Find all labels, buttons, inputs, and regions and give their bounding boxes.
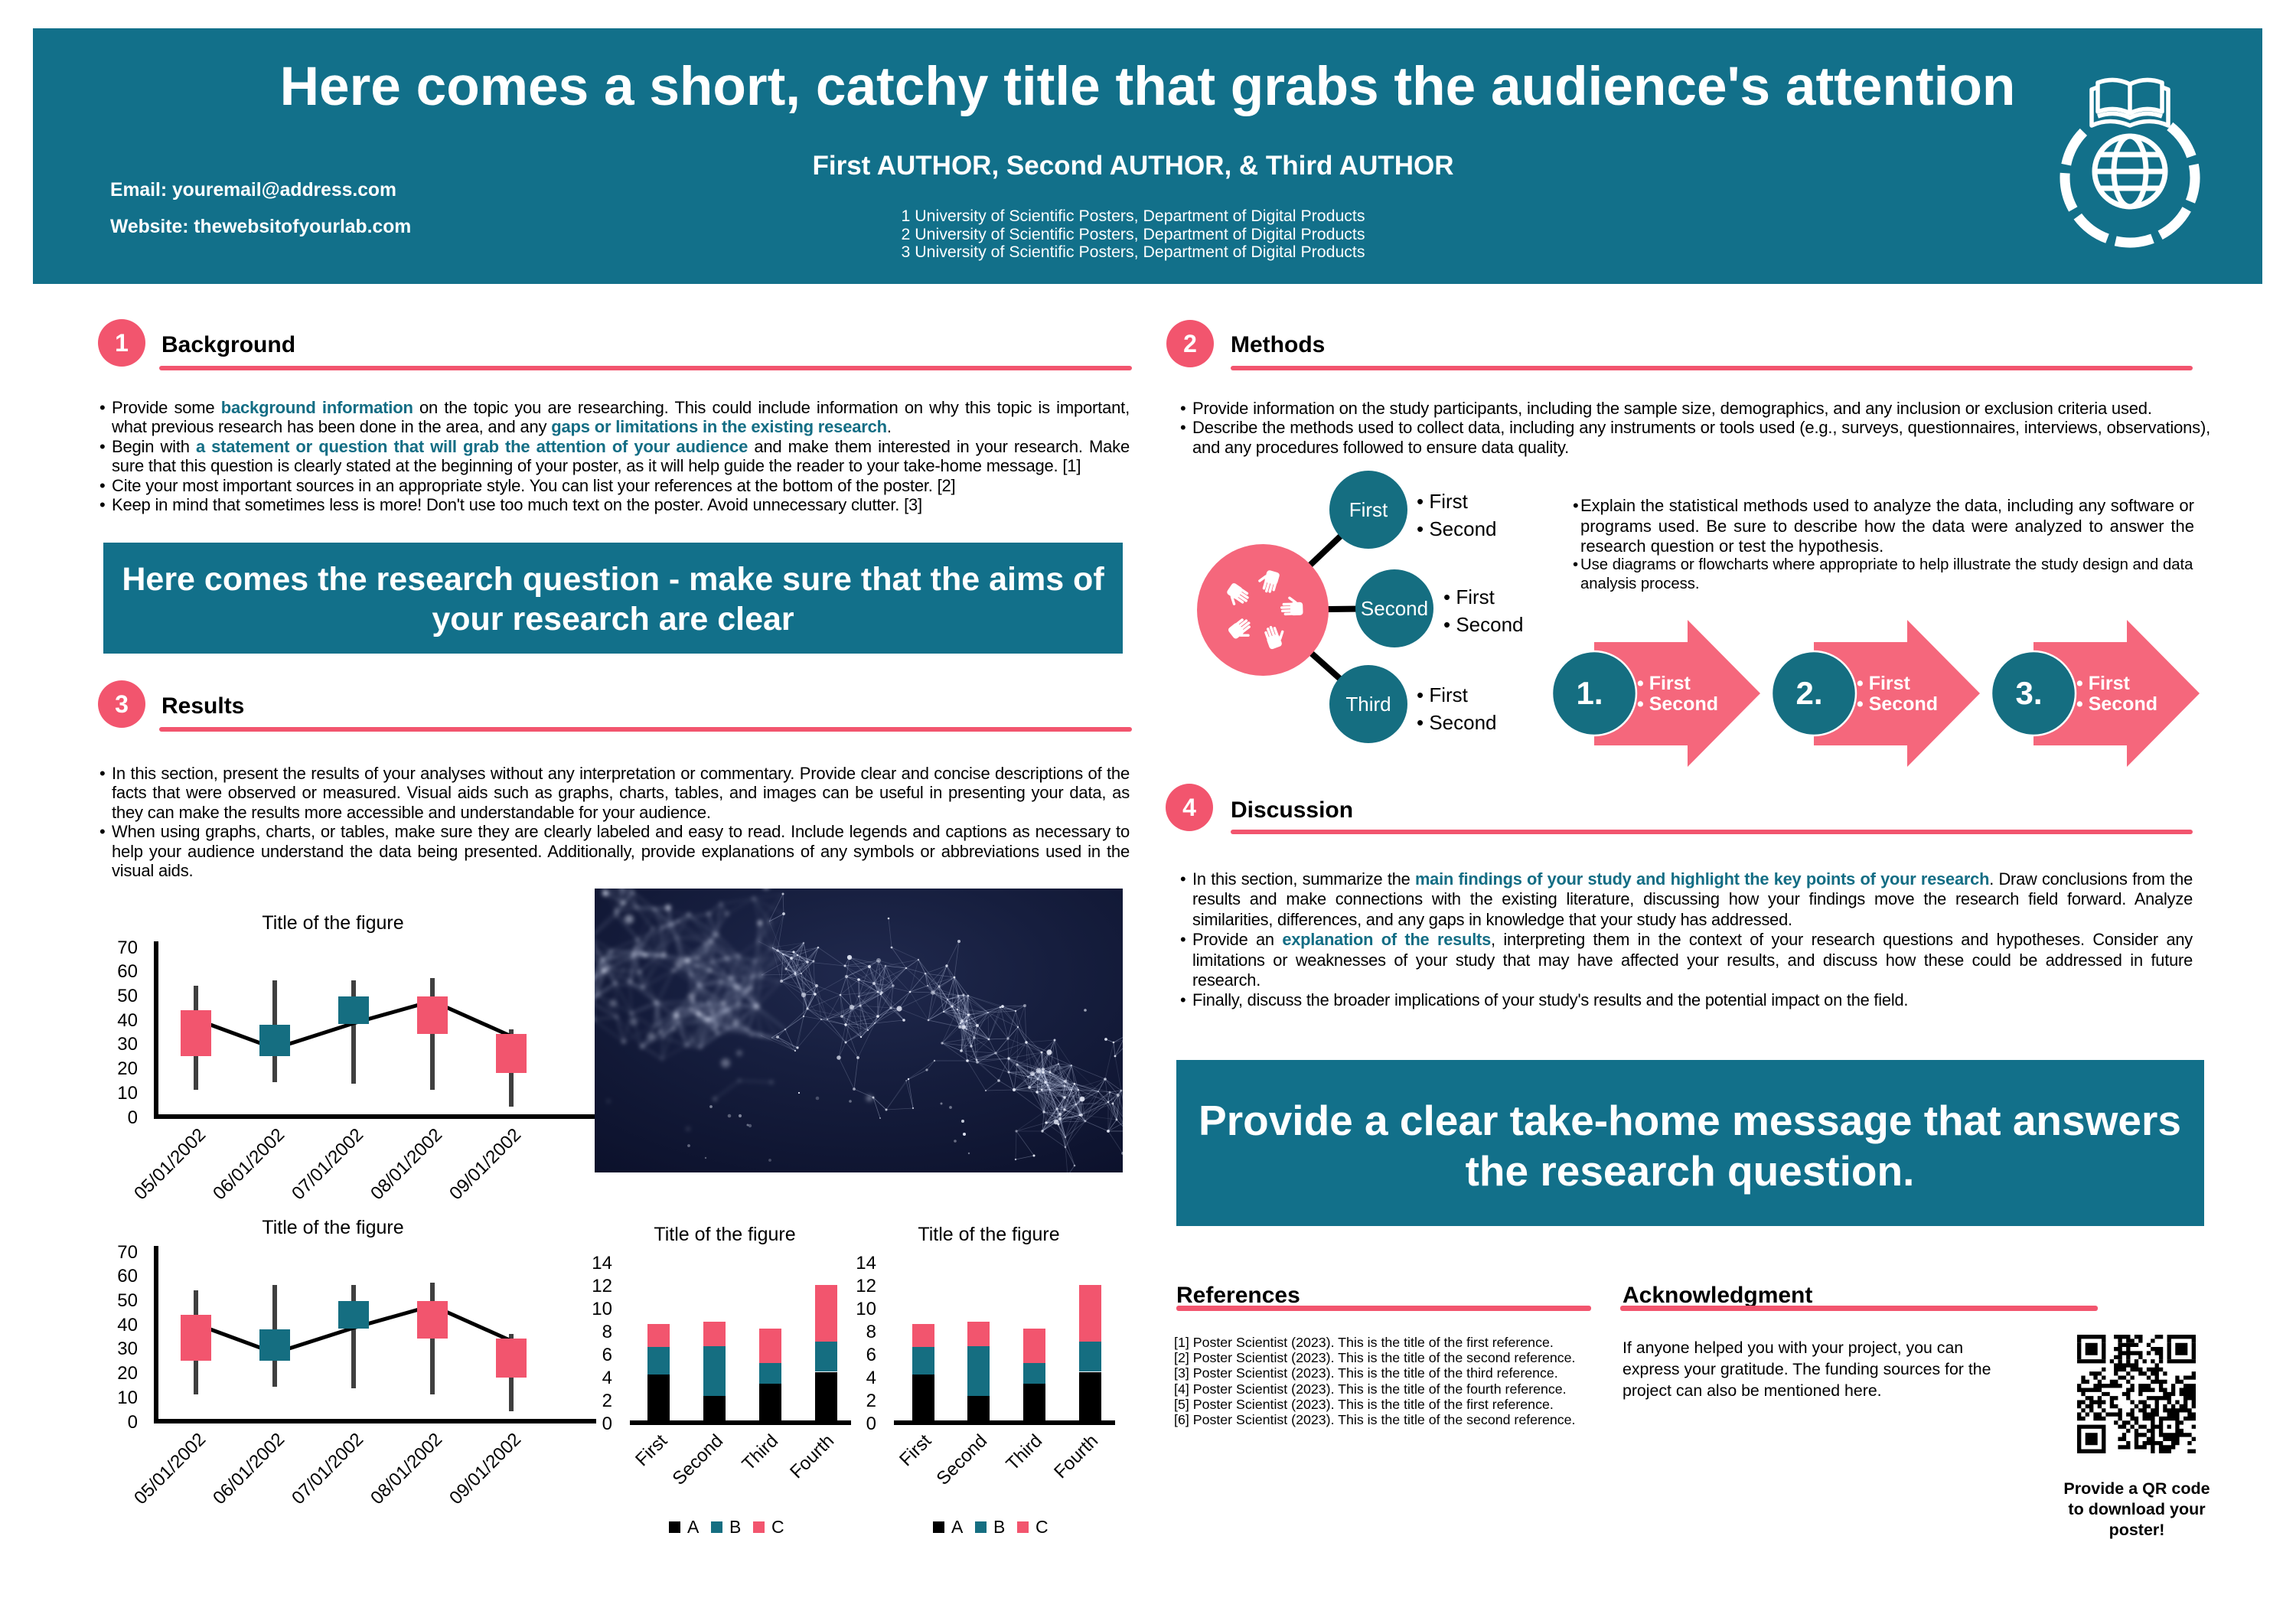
- svg-text:10: 10: [117, 1083, 138, 1104]
- svg-text:07/01/2002: 07/01/2002: [288, 1429, 367, 1508]
- svg-text:Third: Third: [738, 1430, 782, 1475]
- svg-text:Second: Second: [669, 1430, 728, 1489]
- svg-text:Title of the figure: Title of the figure: [262, 912, 403, 934]
- svg-text:0: 0: [866, 1414, 876, 1434]
- svg-text:14: 14: [856, 1253, 876, 1273]
- svg-text:50: 50: [117, 1290, 138, 1311]
- svg-text:20: 20: [117, 1363, 138, 1384]
- svg-text:14: 14: [592, 1253, 612, 1273]
- svg-text:Fourth: Fourth: [1050, 1430, 1102, 1482]
- svg-text:10: 10: [856, 1299, 876, 1319]
- svg-text:B: B: [993, 1517, 1005, 1537]
- svg-text:05/01/2002: 05/01/2002: [130, 1429, 210, 1508]
- svg-text:6: 6: [602, 1345, 612, 1365]
- svg-text:Second: Second: [1361, 597, 1428, 620]
- svg-text:6: 6: [866, 1345, 876, 1365]
- svg-text:First: First: [631, 1430, 671, 1470]
- svg-text:2: 2: [866, 1391, 876, 1411]
- svg-text:Title of the figure: Title of the figure: [654, 1224, 795, 1245]
- svg-text:1.: 1.: [1576, 675, 1603, 711]
- svg-text:40: 40: [117, 1010, 138, 1031]
- svg-text:06/01/2002: 06/01/2002: [209, 1124, 289, 1204]
- svg-text:B: B: [729, 1517, 741, 1537]
- svg-text:0: 0: [602, 1414, 612, 1434]
- svg-text:50: 50: [117, 986, 138, 1006]
- svg-text:Third: Third: [1345, 693, 1391, 716]
- svg-text:Title of the figure: Title of the figure: [262, 1217, 403, 1238]
- svg-text:20: 20: [117, 1058, 138, 1079]
- svg-text:60: 60: [117, 961, 138, 982]
- svg-text:8: 8: [866, 1322, 876, 1342]
- svg-text:12: 12: [592, 1276, 612, 1296]
- svg-text:C: C: [1035, 1517, 1049, 1537]
- svg-text:Title of the figure: Title of the figure: [918, 1224, 1059, 1245]
- svg-text:C: C: [771, 1517, 784, 1537]
- svg-text:60: 60: [117, 1266, 138, 1286]
- svg-text:10: 10: [592, 1299, 612, 1319]
- svg-text:06/01/2002: 06/01/2002: [209, 1429, 289, 1508]
- svg-text:70: 70: [117, 938, 138, 958]
- svg-text:05/01/2002: 05/01/2002: [130, 1124, 210, 1204]
- svg-text:70: 70: [117, 1242, 138, 1263]
- svg-text:Second: Second: [933, 1430, 992, 1489]
- svg-text:08/01/2002: 08/01/2002: [367, 1124, 446, 1204]
- svg-text:4: 4: [866, 1368, 876, 1388]
- svg-text:40: 40: [117, 1315, 138, 1335]
- svg-text:A: A: [687, 1517, 700, 1537]
- svg-text:09/01/2002: 09/01/2002: [445, 1124, 525, 1204]
- svg-text:3.: 3.: [2015, 675, 2042, 711]
- svg-text:2.: 2.: [1795, 675, 1822, 711]
- svg-text:08/01/2002: 08/01/2002: [367, 1429, 446, 1508]
- svg-text:Third: Third: [1002, 1430, 1046, 1475]
- svg-text:2: 2: [602, 1391, 612, 1411]
- svg-text:07/01/2002: 07/01/2002: [288, 1124, 367, 1204]
- svg-text:First: First: [895, 1430, 935, 1470]
- svg-text:09/01/2002: 09/01/2002: [445, 1429, 525, 1508]
- svg-text:First: First: [1349, 498, 1388, 521]
- svg-text:0: 0: [128, 1412, 138, 1433]
- svg-text:10: 10: [117, 1388, 138, 1408]
- svg-text:A: A: [951, 1517, 964, 1537]
- svg-text:4: 4: [602, 1368, 612, 1388]
- svg-text:Fourth: Fourth: [786, 1430, 838, 1482]
- svg-text:30: 30: [117, 1034, 138, 1055]
- svg-text:12: 12: [856, 1276, 876, 1296]
- svg-text:30: 30: [117, 1339, 138, 1359]
- svg-text:8: 8: [602, 1322, 612, 1342]
- svg-text:0: 0: [128, 1107, 138, 1128]
